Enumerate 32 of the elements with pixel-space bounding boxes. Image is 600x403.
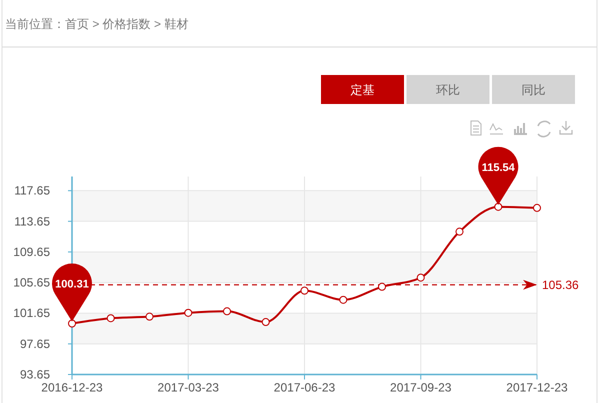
point xyxy=(184,308,192,317)
point xyxy=(106,314,115,322)
y-tick-label: 105.65 xyxy=(13,276,50,290)
point xyxy=(146,312,154,321)
chart-title: 当前位置：首页 > 价格指数 > 鞋材 xyxy=(5,17,188,31)
y-tick-label: 93.65 xyxy=(20,368,50,382)
point xyxy=(416,274,425,282)
y-tick-label: 97.65 xyxy=(20,336,50,351)
text: 定基 xyxy=(350,83,374,97)
y-tick-label: 113.65 xyxy=(14,214,50,228)
ref-line-label: 105.36 xyxy=(542,278,580,292)
point xyxy=(300,286,308,295)
point xyxy=(262,318,270,326)
x-tick-label: 2017-03-23 xyxy=(158,380,220,394)
y-tick-label: 109.65 xyxy=(13,244,50,259)
point xyxy=(494,202,502,211)
point xyxy=(378,282,386,291)
data-label: 100.31 xyxy=(55,278,89,290)
point xyxy=(456,228,464,236)
y-tick-label: 101.65 xyxy=(13,306,50,320)
text: 同比 xyxy=(522,83,546,97)
point xyxy=(223,307,231,316)
point xyxy=(533,204,541,212)
x-tick-label: 2017-06-23 xyxy=(274,380,336,394)
point xyxy=(68,319,76,328)
point xyxy=(339,296,348,304)
y-tick-label: 117.65 xyxy=(14,184,50,198)
x-tick-label: 2017-09-23 xyxy=(390,380,452,394)
x-tick-label: 2017-12-23 xyxy=(506,380,568,394)
text: 环比 xyxy=(436,83,460,97)
data-label: 115.54 xyxy=(482,162,516,174)
x-tick-label: 2016-12-23 xyxy=(41,380,104,394)
